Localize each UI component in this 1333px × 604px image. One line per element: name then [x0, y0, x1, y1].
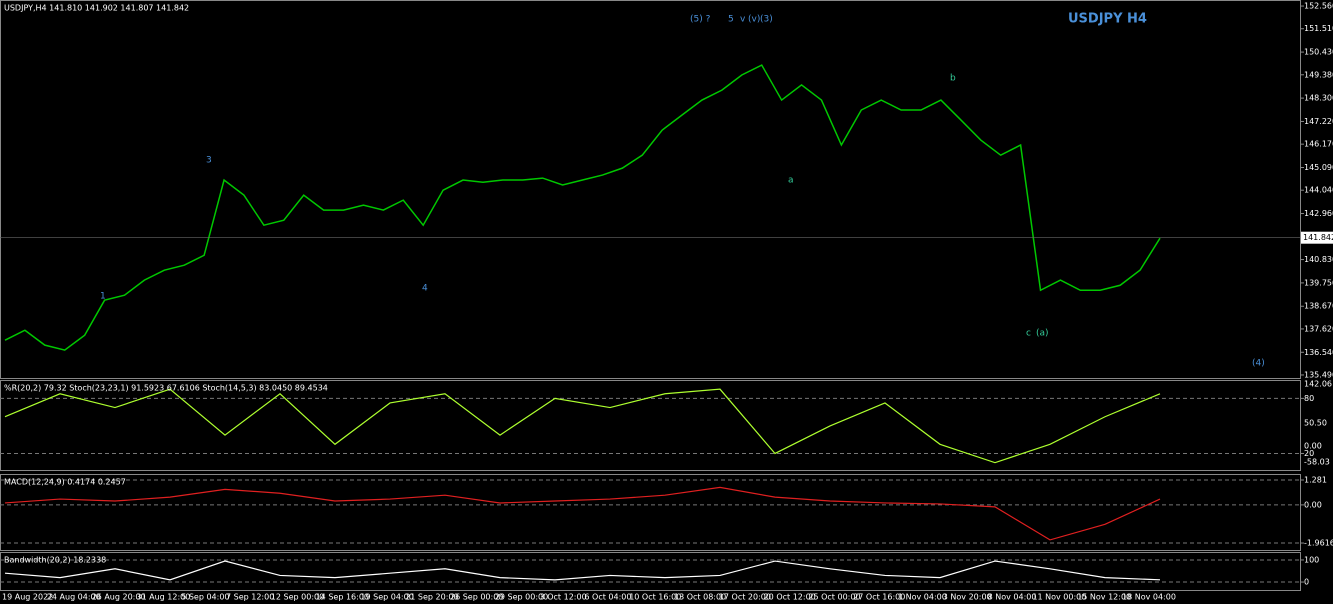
x-tick-label: 5 Sep 04:00	[181, 593, 229, 602]
y-tick-label: 149.380	[1304, 70, 1333, 79]
y-tick-label: 100	[1304, 555, 1319, 564]
x-tick-label: 3 Oct 12:00	[540, 593, 587, 602]
y-tick-label: 152.560	[1304, 2, 1333, 11]
x-tick-label: 29 Sep 00:00	[495, 593, 548, 602]
panel-title: MACD(12,24,9) 0.4174 0.2457	[4, 478, 126, 487]
panel-frame	[0, 0, 1301, 379]
wave-label: 3	[206, 156, 212, 166]
wave-label: b	[950, 74, 956, 84]
side-label: 0.00	[1304, 442, 1322, 451]
x-tick-label: 24 Aug 04:00	[47, 593, 101, 602]
y-tick-label: 20	[1304, 449, 1314, 458]
x-tick-label: 10 Oct 16:00	[629, 593, 681, 602]
chart-title: USDJPY H4	[1068, 12, 1147, 27]
wave-label: (v)	[748, 15, 760, 25]
wave-label: a	[788, 176, 794, 186]
current-price-box	[1301, 231, 1333, 244]
price-line	[4, 486, 1161, 541]
y-tick-label: 140.830	[1304, 255, 1333, 264]
x-tick-label: 7 Sep 12:00	[226, 593, 274, 602]
y-tick-label: 136.540	[1304, 348, 1333, 357]
y-tick-label: 145.090	[1304, 163, 1333, 172]
x-tick-label: 17 Oct 20:00	[719, 593, 771, 602]
x-tick-label: 1 Nov 04:00	[898, 593, 947, 602]
x-tick-label: 18 Nov 04:00	[1122, 593, 1176, 602]
y-tick-label: 144.040	[1304, 186, 1333, 195]
x-tick-label: 31 Aug 12:00	[136, 593, 190, 602]
x-tick-label: 8 Nov 04:00	[988, 593, 1037, 602]
x-tick-label: 11 Nov 00:00	[1032, 593, 1086, 602]
x-tick-label: 14 Sep 16:00	[316, 593, 369, 602]
price-line	[4, 64, 1161, 351]
side-label: 50.50	[1304, 419, 1327, 428]
wave-label: (a)	[1036, 329, 1049, 339]
side-label: 142.06	[1304, 380, 1332, 389]
x-tick-label: 25 Oct 00:00	[808, 593, 860, 602]
x-tick-label: 3 Nov 20:00	[943, 593, 992, 602]
wave-label: 4	[422, 284, 428, 294]
panel-frame	[0, 474, 1301, 551]
x-tick-label: 21 Sep 20:00	[405, 593, 458, 602]
x-tick-label: 19 Sep 04:00	[360, 593, 413, 602]
y-tick-label: 139.750	[1304, 278, 1333, 287]
price-line	[4, 388, 1161, 464]
x-tick-label: 20 Oct 12:00	[764, 593, 816, 602]
wave-label: c	[1026, 329, 1031, 339]
x-tick-label: 6 Oct 04:00	[584, 593, 631, 602]
wave-label: (5) ?	[690, 15, 711, 25]
y-tick-label: 150.430	[1304, 48, 1333, 57]
x-tick-label: 15 Nov 12:00	[1077, 593, 1131, 602]
panel-title: USDJPY,H4 141.810 141.902 141.807 141.84…	[4, 4, 189, 13]
y-tick-label: 142.960	[1304, 209, 1333, 218]
panel-title: %R(20,2) 79.32 Stoch(23,23,1) 91.5923 67…	[4, 384, 328, 393]
current-price-label: 141.842	[1303, 233, 1333, 242]
panel-frame	[0, 380, 1301, 471]
x-tick-label: 13 Oct 08:00	[674, 593, 726, 602]
x-tick-label: 19 Aug 2022	[2, 593, 53, 602]
wave-label: (4)	[1252, 359, 1265, 369]
price-line	[4, 560, 1161, 581]
y-tick-label: 1.281	[1304, 476, 1327, 485]
x-tick-label: 26 Sep 00:00	[450, 593, 503, 602]
y-tick-label: 0.00	[1304, 500, 1322, 509]
x-tick-label: 27 Oct 16:00	[853, 593, 905, 602]
y-tick-label: 151.510	[1304, 24, 1333, 33]
wave-label: 1	[100, 292, 106, 302]
side-label: -58.03	[1304, 458, 1330, 467]
panel-title: Bandwidth(20,2) 18.2338	[4, 556, 106, 565]
y-tick-label: 147.220	[1304, 117, 1333, 126]
wave-label: 5	[728, 15, 734, 25]
y-tick-label: 135.490	[1304, 370, 1333, 379]
y-tick-label: 80	[1304, 394, 1314, 403]
y-tick-label: 137.620	[1304, 324, 1333, 333]
x-tick-label: 26 Aug 20:00	[92, 593, 146, 602]
y-tick-label: 146.170	[1304, 140, 1333, 149]
y-tick-label: 0	[1304, 578, 1309, 587]
y-tick-label: -1.9616	[1304, 539, 1333, 548]
y-tick-label: 148.300	[1304, 94, 1333, 103]
wave-label: (3)	[760, 15, 773, 25]
y-tick-label: 138.670	[1304, 302, 1333, 311]
panel-frame	[0, 552, 1301, 591]
wave-label: v	[740, 15, 746, 25]
x-tick-label: 12 Sep 00:00	[271, 593, 324, 602]
